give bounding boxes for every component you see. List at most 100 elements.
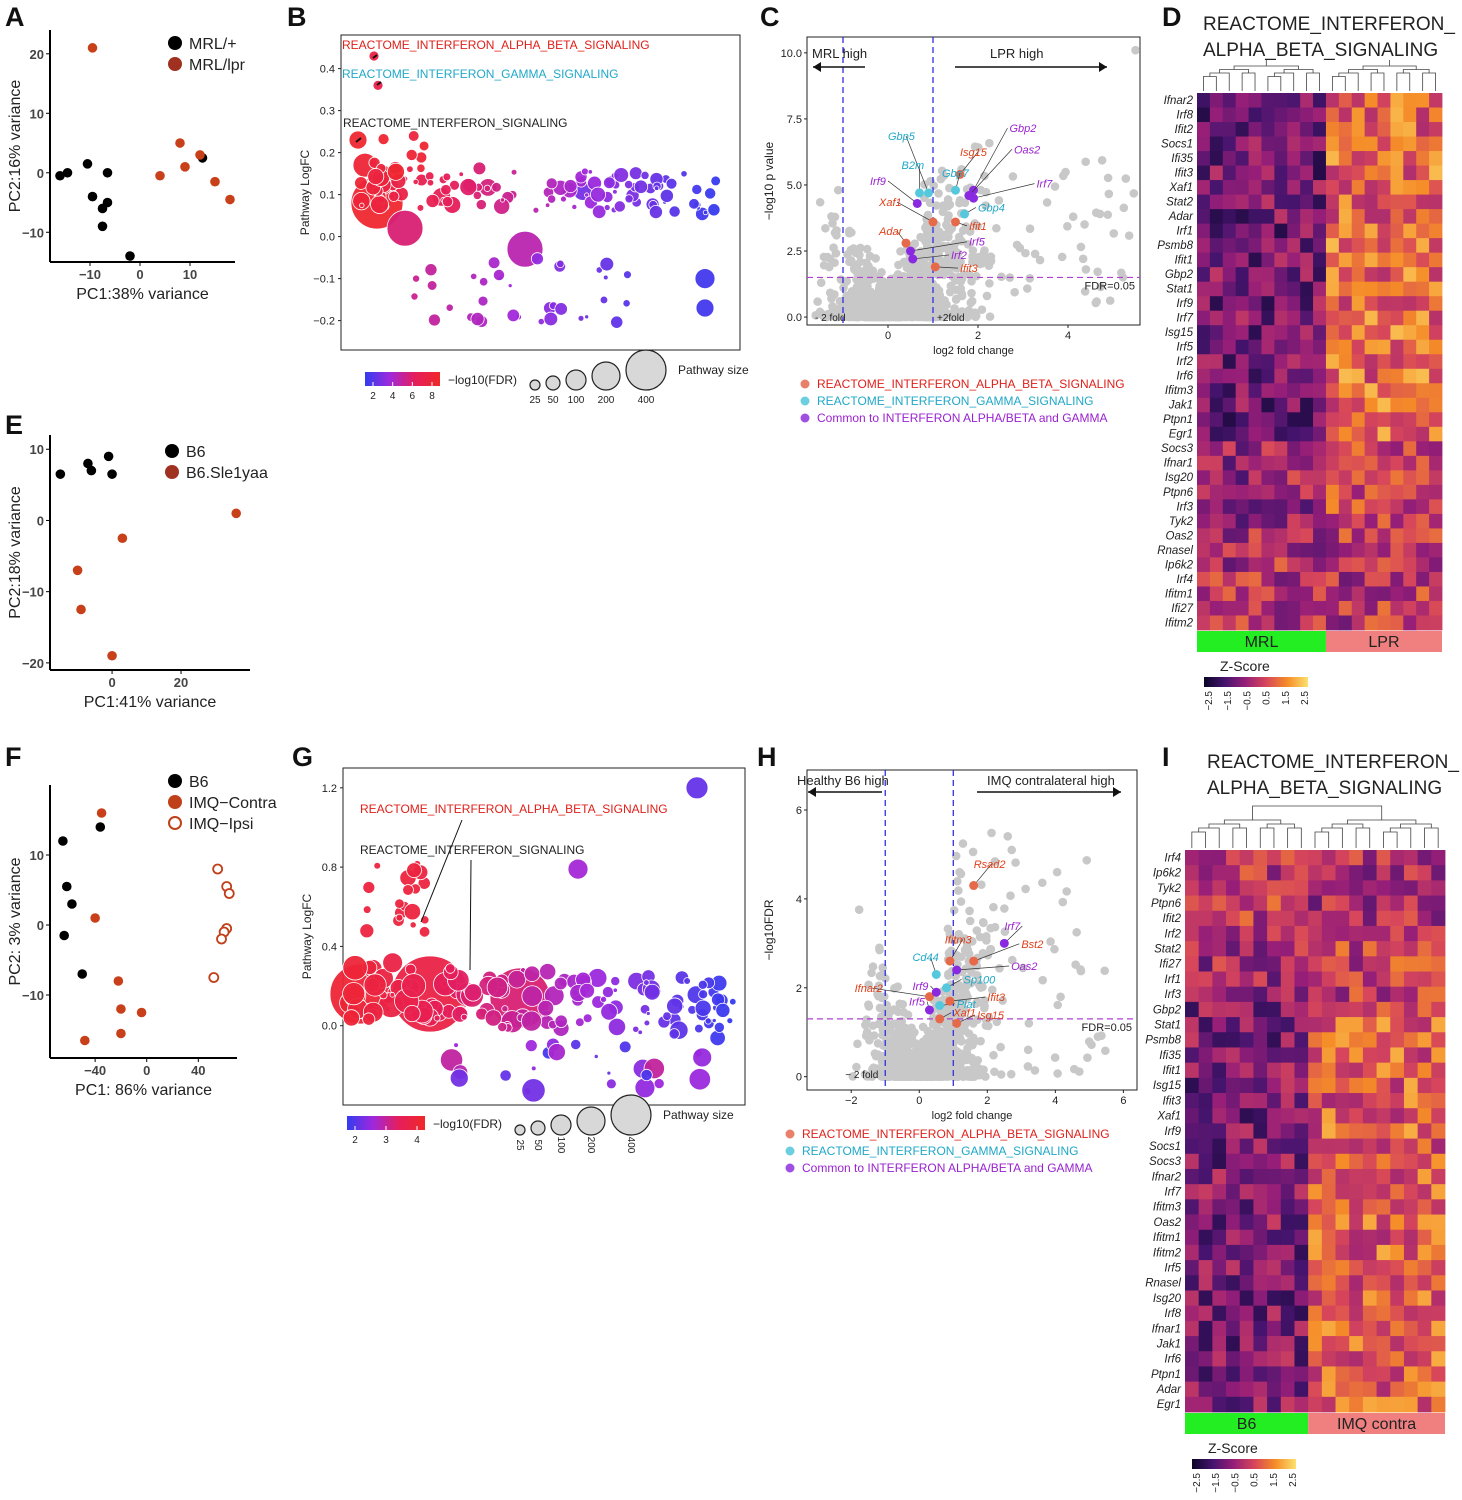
heatmap-cell <box>1248 470 1262 486</box>
heatmap-cell <box>1417 1153 1432 1170</box>
bubble <box>521 1078 546 1103</box>
heatmap-cell <box>1253 986 1268 1003</box>
bubble <box>713 1021 725 1033</box>
color-bar <box>347 1116 425 1130</box>
bubble <box>637 1029 643 1036</box>
heatmap-cell <box>1308 1305 1323 1322</box>
heatmap-cell <box>1364 412 1378 428</box>
pathway-label: REACTOME_INTERFERON_SIGNALING <box>360 843 584 857</box>
heatmap-cell <box>1351 484 1366 500</box>
heatmap-cell <box>1338 441 1353 457</box>
bubble <box>537 317 545 326</box>
heatmap-cell <box>1267 1336 1282 1352</box>
row-label: Stat2 <box>1166 196 1193 208</box>
heatmap-cell <box>1403 151 1417 166</box>
heatmap-cell <box>1235 368 1249 384</box>
heatmap-cell <box>1338 615 1353 631</box>
gene-point <box>821 223 830 233</box>
row-label: Irf5 <box>1164 1263 1181 1275</box>
heatmap-cell <box>1390 455 1404 471</box>
gene-point <box>1025 224 1035 233</box>
heatmap-cell <box>1377 252 1391 268</box>
bubble <box>342 955 368 981</box>
x-tick-label: 4 <box>1052 1095 1058 1107</box>
heatmap-cell <box>1197 223 1211 239</box>
heatmap-cell <box>1198 1396 1213 1413</box>
heatmap-cell <box>1351 397 1366 413</box>
heatmap-cell <box>1248 151 1262 166</box>
heatmap-cell <box>1287 484 1301 500</box>
gene-point <box>904 1063 914 1073</box>
heatmap-cell <box>1362 1260 1377 1276</box>
heatmap-cell <box>1431 895 1446 912</box>
heatmap-cell <box>1212 925 1227 942</box>
heatmap-cell <box>1431 910 1446 927</box>
heatmap-cell <box>1300 571 1314 587</box>
heatmap-cell <box>1185 1032 1200 1048</box>
heatmap-cell <box>1335 1153 1350 1170</box>
gene-point <box>815 197 825 207</box>
data-point <box>116 1028 126 1039</box>
heatmap-cell <box>1308 1032 1323 1048</box>
heatmap-cell <box>1377 571 1391 587</box>
heatmap-cell <box>1335 1047 1350 1064</box>
bubble <box>571 203 578 210</box>
data-point <box>212 863 224 875</box>
gene-point <box>952 310 962 320</box>
gene-point <box>965 906 974 916</box>
row-label: Tyk2 <box>1157 883 1182 895</box>
heatmap-cell <box>1335 1168 1350 1185</box>
heatmap-cell <box>1235 383 1249 399</box>
dendrogram-branch <box>1370 72 1385 91</box>
heatmap-cell <box>1349 910 1364 927</box>
heatmap-cell <box>1300 107 1314 123</box>
gene-point <box>978 948 988 958</box>
gene-label: Sp100 <box>963 974 996 986</box>
gene-point <box>994 196 1004 205</box>
heatmap-cell <box>1416 252 1430 268</box>
heatmap-cell <box>1376 1077 1391 1094</box>
heatmap-cell <box>1403 1138 1419 1155</box>
dendrogram-branch <box>1283 69 1314 73</box>
bubble <box>416 163 426 173</box>
heatmap-cell <box>1429 470 1443 486</box>
heatmap-cell <box>1417 1108 1432 1124</box>
heatmap-cell <box>1308 1381 1323 1398</box>
gene-point <box>996 1070 1006 1079</box>
heatmap-cell <box>1280 1229 1295 1246</box>
heatmap-cell <box>1351 513 1366 529</box>
heatmap-cell <box>1253 1123 1268 1139</box>
legend-marker <box>785 1129 795 1139</box>
data-point <box>77 969 88 979</box>
heatmap-cell <box>1364 542 1378 558</box>
heatmap-cell <box>1431 941 1446 957</box>
color-legend-title: −log10(FDR) <box>448 373 517 387</box>
heatmap-cell <box>1313 209 1327 225</box>
heatmap-cell <box>1416 238 1430 254</box>
heatmap-cell <box>1417 1336 1432 1352</box>
bubble <box>715 1002 731 1018</box>
legend-marker <box>785 1146 795 1156</box>
gene-point <box>1000 927 1010 937</box>
gene-label: Adar <box>878 226 904 238</box>
zscore-tick: 0.5 <box>1262 691 1273 705</box>
heatmap-cell <box>1416 151 1430 166</box>
heatmap-cell <box>1222 180 1237 195</box>
heatmap-cell <box>1198 1336 1213 1352</box>
heatmap-cell <box>1390 1351 1405 1367</box>
bubble <box>470 272 478 281</box>
heatmap-cell <box>1376 1032 1391 1048</box>
bubble <box>640 170 650 180</box>
heatmap-cell <box>1239 1305 1254 1322</box>
bubble <box>697 979 708 990</box>
bubble <box>497 1021 508 1033</box>
bubble <box>547 194 557 204</box>
heatmap-cell <box>1321 895 1336 912</box>
gene-point <box>996 1042 1005 1052</box>
heatmap-cell <box>1325 223 1340 239</box>
heatmap-cell <box>1403 615 1417 631</box>
heatmap-cell <box>1222 151 1237 166</box>
heatmap-cell <box>1362 1001 1377 1018</box>
bubble <box>410 292 419 301</box>
heatmap-cell <box>1364 397 1378 413</box>
